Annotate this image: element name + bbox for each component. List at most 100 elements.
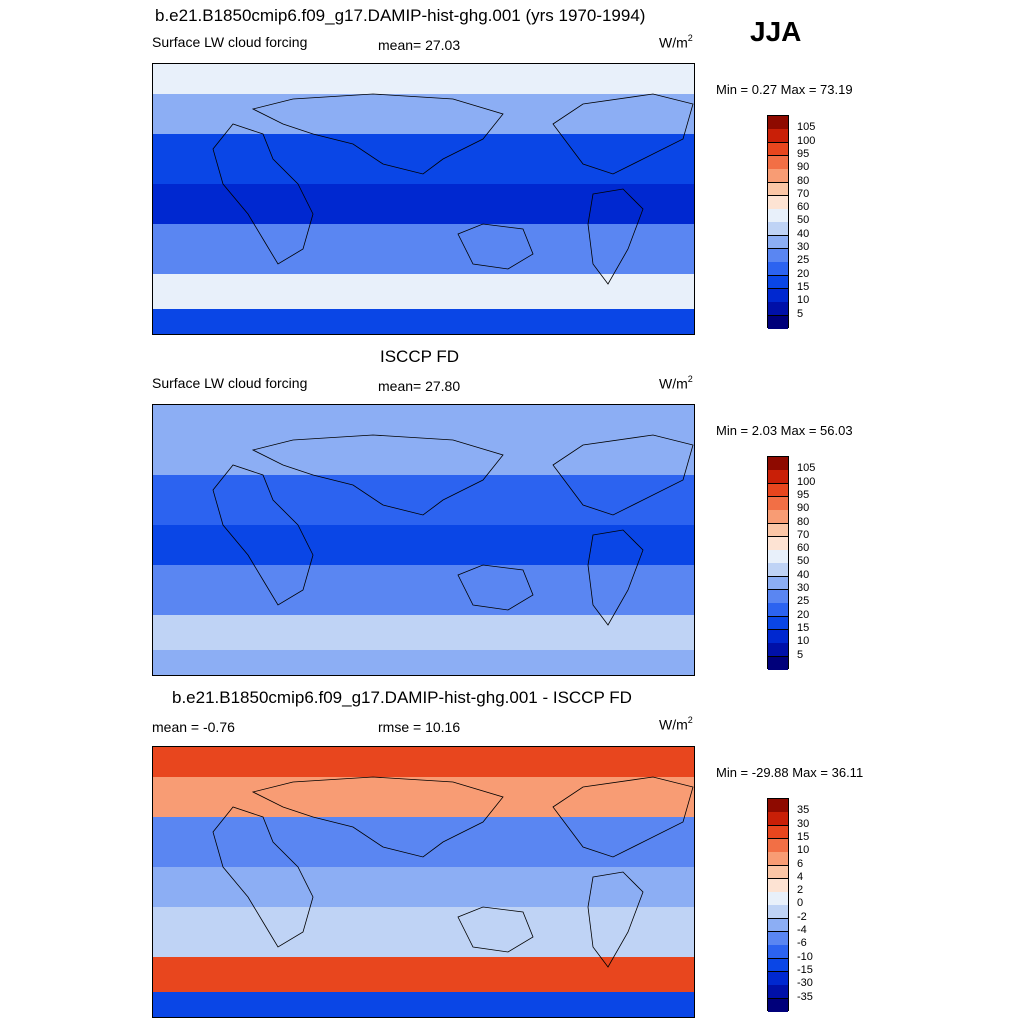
panel2-units: W/m2 [659,374,693,392]
colorbar-tick-label: 105 [797,462,816,475]
panel2-left-label: Surface LW cloud forcing [152,375,308,391]
zonal-band-10n-10s [153,184,694,224]
colorbar-swatch [768,116,788,130]
colorbar-tick-label: 4 [797,870,804,883]
colorbar-swatch [768,563,788,578]
colorbar-tick-label: 0 [797,897,804,910]
colorbar-box [767,115,789,330]
colorbar-tick-label: 10 [797,844,810,857]
colorbar-tick-label: 50 [797,214,810,227]
colorbar-tick-label: -4 [797,924,807,936]
coastline-outline [251,434,504,516]
colorbar-tick-label: 60 [797,201,810,214]
panel2-map [152,404,695,676]
zonal-band-10s-40s [153,224,694,274]
panel2-title: ISCCP FD [380,347,460,366]
coastline-outline [587,871,644,968]
zonal-band-10n-10s [153,525,694,565]
colorbar-tick-label: 90 [797,161,810,174]
colorbar-swatch [768,470,788,485]
colorbar-swatch [768,656,788,671]
colorbar-tick-label: 15 [797,280,810,293]
colorbar-tick-label: 15 [797,621,810,634]
colorbar-tick-label: -2 [797,910,807,923]
coastline-outline [212,123,314,265]
colorbar-tick-label: -30 [797,977,813,990]
panel3-rmse-label: rmse = 10.16 [378,719,461,735]
panel3-mean-label: mean = -0.76 [152,719,235,735]
panel3-minmax: Min = -29.88 Max = 36.11 [716,765,864,780]
zonal-band-60s-90s [153,992,694,1017]
colorbar-swatch [768,483,788,498]
colorbar-tick-label: 30 [797,582,810,594]
zonal-band-60s-90s [153,309,694,334]
zonal-band-40n-10n [153,817,694,867]
coastline-outline [552,776,694,858]
zonal-band-60s-90s [153,650,694,675]
panel3-contour-map [153,747,694,1017]
colorbar-swatch [768,852,788,866]
colorbar-swatch [768,209,788,223]
colorbar-tick-label: 100 [797,134,816,147]
colorbar-tick-label: 2 [797,884,804,897]
colorbar-tick-label: 105 [797,121,816,134]
coastline-outline [552,93,694,175]
colorbar-tick-label: 25 [797,595,810,608]
colorbar-tick-label: 90 [797,502,810,515]
zonal-band-10s-40s [153,565,694,615]
colorbar-tick-label: 70 [797,528,810,541]
colorbar-box [767,798,789,1013]
panel1-map [152,63,695,335]
colorbar-tick-label: 10 [797,635,810,648]
panel1-title: b.e21.B1850cmip6.f09_g17.DAMIP-hist-ghg.… [155,6,646,25]
colorbar-swatch [768,457,788,471]
colorbar-swatch [768,932,788,946]
colorbar-swatch [768,315,788,330]
colorbar-tick-label: 6 [797,857,804,870]
panel3-map [152,746,695,1018]
colorbar-swatch [768,182,788,197]
colorbar-tick-label: 20 [797,608,810,621]
panel2-minmax: Min = 2.03 Max = 56.03 [716,423,853,438]
colorbar-swatch [768,496,788,511]
zonal-band-40n-10n [153,134,694,184]
colorbar-swatch [768,643,788,657]
colorbar-swatch [768,195,788,210]
colorbar-tick-label: 40 [797,227,810,240]
coastline-outline [457,223,534,270]
colorbar-tick-label: 100 [797,475,816,488]
colorbar-tick-label: -10 [797,950,813,963]
colorbar-tick-label: -35 [797,990,813,1003]
colorbar-tick-label: 30 [797,817,810,830]
colorbar-swatch [768,288,788,303]
panel1-minmax: Min = 0.27 Max = 73.19 [716,82,853,97]
colorbar-swatch [768,616,788,631]
colorbar-tick-label: 95 [797,488,810,501]
panel1-left-label: Surface LW cloud forcing [152,34,308,50]
panel1-mean-label: mean= 27.03 [378,37,461,53]
coastline-outline [587,529,644,626]
colorbar-tick-label: 25 [797,254,810,267]
colorbar-swatch [768,142,788,157]
colorbar-tick-label: -6 [797,937,807,950]
colorbar-tick-label: 30 [797,241,810,253]
colorbar-tick-label: 60 [797,542,810,555]
coastline-outline [251,776,504,858]
colorbar-swatch [768,169,788,183]
colorbar-swatch [768,523,788,538]
colorbar-tick-label: 80 [797,174,810,187]
colorbar-swatch [768,302,788,316]
colorbar-swatch [768,129,788,144]
colorbar-swatch [768,878,788,893]
zonal-band-40s-60s [153,615,694,650]
coastline-outline [587,188,644,285]
coastline-outline [552,434,694,516]
colorbar-tick-label: 10 [797,294,810,307]
panel1-units: W/m2 [659,33,693,51]
colorbar-tick-label: 80 [797,515,810,528]
colorbar-tick-label: 15 [797,830,810,843]
season-label: JJA [750,16,802,47]
panel3-units: W/m2 [659,715,693,733]
colorbar-swatch [768,629,788,644]
colorbar-swatch [768,812,788,827]
